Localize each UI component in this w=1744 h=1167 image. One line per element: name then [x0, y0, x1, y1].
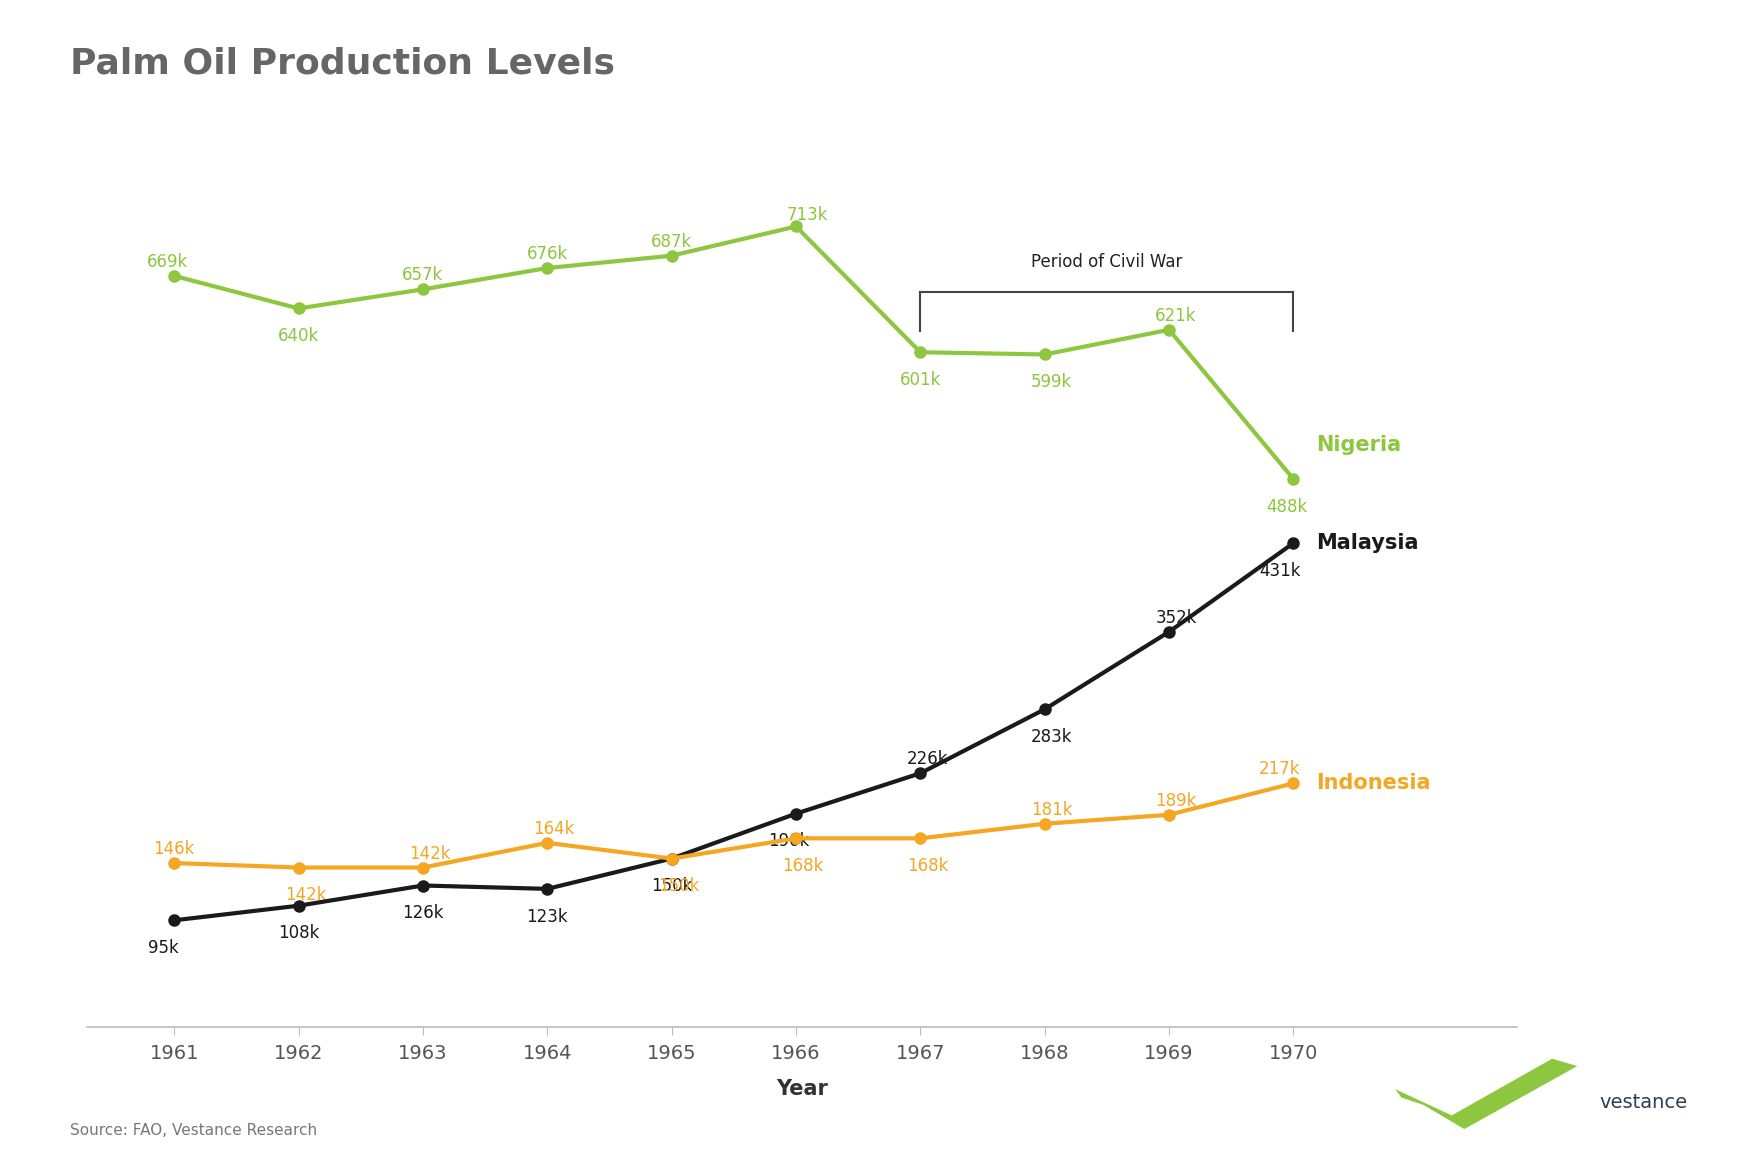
Text: vestance: vestance	[1599, 1093, 1688, 1112]
Polygon shape	[1395, 1058, 1577, 1130]
Text: 95k: 95k	[148, 939, 178, 957]
Text: 687k: 687k	[651, 232, 692, 251]
Text: 168k: 168k	[907, 857, 949, 875]
Text: 226k: 226k	[907, 750, 949, 768]
Text: Period of Civil War: Period of Civil War	[1031, 253, 1182, 272]
Text: 146k: 146k	[153, 840, 195, 858]
Text: 181k: 181k	[1031, 801, 1073, 819]
Text: 676k: 676k	[527, 245, 569, 263]
Text: 283k: 283k	[1031, 728, 1073, 746]
Text: 126k: 126k	[403, 904, 443, 922]
Text: 657k: 657k	[403, 266, 443, 285]
Text: 640k: 640k	[277, 327, 319, 345]
X-axis label: Year: Year	[776, 1079, 828, 1099]
Text: 488k: 488k	[1266, 498, 1306, 516]
Text: Malaysia: Malaysia	[1315, 533, 1418, 553]
Text: 123k: 123k	[527, 908, 569, 925]
Text: 669k: 669k	[146, 253, 188, 271]
Text: 164k: 164k	[534, 820, 576, 838]
Text: 142k: 142k	[284, 886, 326, 904]
Text: 108k: 108k	[277, 924, 319, 943]
Text: 217k: 217k	[1259, 761, 1301, 778]
Text: 189k: 189k	[1155, 792, 1196, 810]
Text: Nigeria: Nigeria	[1315, 435, 1400, 455]
Text: 599k: 599k	[1031, 373, 1073, 391]
Text: 431k: 431k	[1259, 561, 1301, 580]
Text: 352k: 352k	[1155, 609, 1196, 627]
Text: 150k: 150k	[657, 878, 699, 895]
Text: 150k: 150k	[651, 878, 692, 895]
Text: Palm Oil Production Levels: Palm Oil Production Levels	[70, 47, 614, 81]
Text: 190k: 190k	[769, 832, 809, 851]
Text: 601k: 601k	[900, 371, 942, 389]
Text: 621k: 621k	[1155, 307, 1196, 324]
Text: 713k: 713k	[787, 207, 828, 224]
Text: Source: FAO, Vestance Research: Source: FAO, Vestance Research	[70, 1123, 317, 1138]
Text: Indonesia: Indonesia	[1315, 774, 1430, 794]
Text: 142k: 142k	[410, 845, 450, 862]
Text: 168k: 168k	[783, 857, 823, 875]
